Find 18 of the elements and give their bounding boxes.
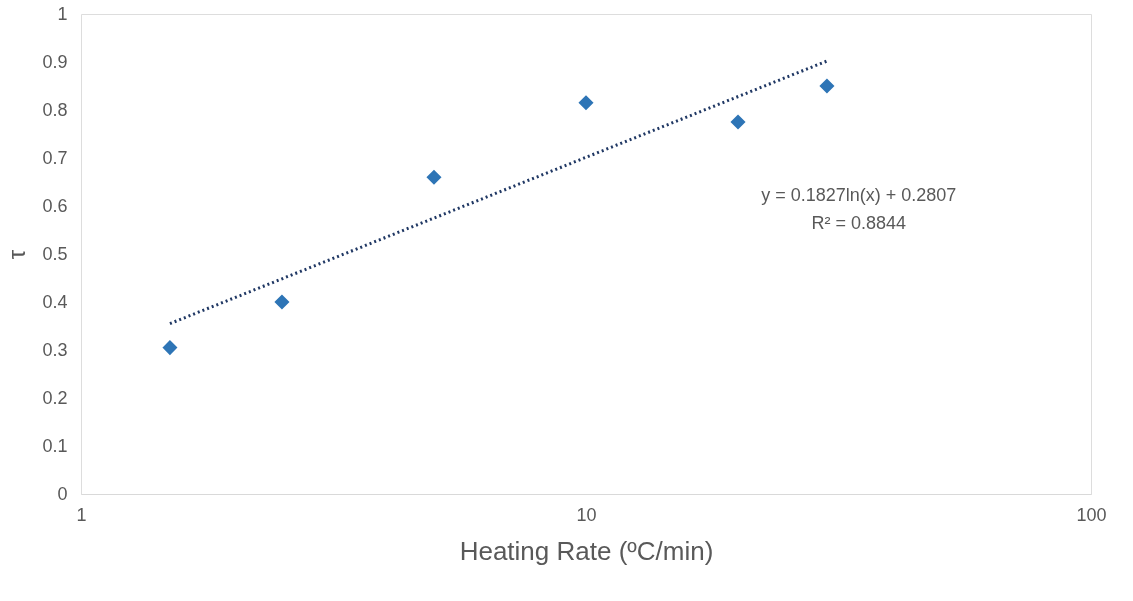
- x-tick-label: 1: [76, 504, 87, 525]
- y-tick-label: 0.8: [42, 99, 68, 120]
- y-tick-label: 0.3: [42, 339, 68, 360]
- annotation: R² = 0.8844: [811, 213, 906, 234]
- y-axis-title: τ: [3, 249, 31, 260]
- y-tick-label: 0: [57, 483, 68, 504]
- y-tick-label: 0.7: [42, 147, 68, 168]
- annotation: y = 0.1827ln(x) + 0.2807: [761, 185, 957, 206]
- y-tick-label: 0.6: [42, 195, 68, 216]
- x-axis-title: Heating Rate (ºC/min): [459, 535, 714, 566]
- x-tick-label: 100: [1076, 504, 1107, 525]
- y-tick-label: 0.4: [42, 291, 68, 312]
- x-tick-label: 10: [576, 504, 597, 525]
- y-tick-label: 0.2: [42, 387, 68, 408]
- y-tick-label: 0.9: [42, 51, 68, 72]
- y-tick-label: 0.1: [42, 435, 68, 456]
- y-tick-label: 0.5: [42, 243, 68, 264]
- y-tick-label: 1: [57, 3, 68, 24]
